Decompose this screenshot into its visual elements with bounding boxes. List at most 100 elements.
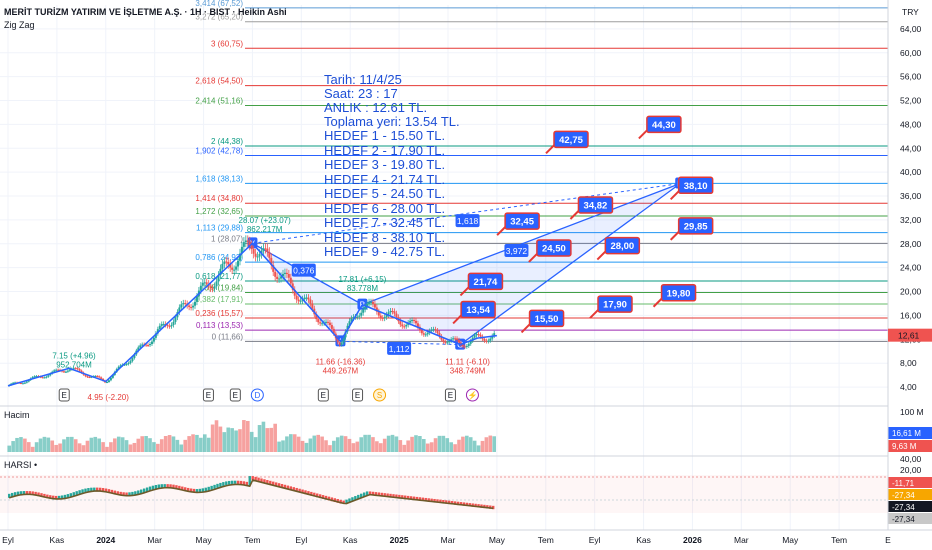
volume-bar	[375, 441, 379, 452]
volume-bar	[144, 436, 148, 452]
time-tick-label: Tem	[538, 535, 554, 545]
candle-body	[303, 297, 306, 300]
volume-bar	[328, 445, 332, 452]
candle-body	[424, 334, 427, 336]
candle-body	[399, 321, 402, 325]
candle-body	[194, 301, 196, 306]
volume-bar	[132, 442, 137, 452]
harsi-candle	[468, 503, 471, 507]
info-line: HEDEF 9 - 42.75 TL.	[324, 244, 445, 259]
candle-body	[442, 339, 445, 342]
time-tick-label: Eyl	[2, 535, 14, 545]
candle-body	[147, 345, 150, 347]
harsi-candle	[427, 498, 430, 502]
candle-body	[454, 338, 457, 340]
info-line: HEDEF 8 - 38.10 TL.	[324, 230, 445, 245]
candle-body	[117, 366, 120, 369]
harsi-candle	[216, 483, 219, 488]
harsi-candle	[324, 495, 328, 500]
volume-bar	[433, 438, 438, 452]
candle-body	[88, 376, 91, 378]
candle-body	[131, 358, 134, 362]
harsi-candle	[298, 488, 301, 493]
volume-last-label: 9,63 M	[892, 442, 917, 451]
volume-bar	[418, 436, 422, 452]
harsi-last-badge	[888, 501, 932, 512]
volume-bar	[457, 439, 461, 452]
earnings-marker	[444, 388, 456, 402]
volume-bar	[26, 442, 31, 452]
candle-body	[336, 338, 339, 343]
info-line: HEDEF 6 - 28.00 TL.	[324, 201, 445, 216]
fib-level-label: 1,902 (42,78)	[195, 147, 243, 156]
fib-level-label: 2,414 (51,16)	[195, 97, 243, 106]
target-callout-box	[604, 236, 641, 255]
earnings-marker	[317, 388, 329, 402]
candle-body	[252, 249, 255, 254]
candle-body	[285, 272, 288, 275]
harsi-candle	[13, 492, 17, 496]
harsi-candle	[342, 500, 345, 504]
harsi-candle	[40, 493, 43, 497]
harsi-candle	[251, 476, 254, 480]
volume-bar	[136, 438, 141, 452]
harsi-candle	[69, 493, 73, 498]
candle-body	[377, 311, 380, 316]
pivot-volume-label: 862.217M	[247, 225, 283, 234]
volume-bar	[394, 436, 399, 452]
fib-level-label: 0,382 (17,91)	[195, 295, 243, 304]
candle-body	[27, 380, 30, 382]
harsi-candle	[228, 480, 231, 485]
harsi-candle	[242, 481, 246, 485]
volume-bar	[70, 436, 74, 452]
candle-body	[129, 361, 132, 364]
pivot-label: 11.11 (-6.10)	[445, 357, 490, 366]
harsi-candle	[336, 499, 339, 503]
candle-body	[440, 336, 443, 340]
fib-level-label: 2,618 (54,50)	[195, 77, 243, 86]
candle-body	[414, 320, 417, 324]
volume-bar	[324, 440, 328, 452]
ratio-tag-box	[291, 263, 316, 277]
volume-bar	[480, 440, 485, 452]
harsi-candle	[269, 480, 272, 485]
harsi-candle	[57, 495, 61, 499]
candle-body	[80, 370, 83, 373]
candle-body	[491, 335, 494, 339]
time-tick-label: May	[782, 535, 799, 545]
pivot-label: 4.95 (-2.20)	[88, 393, 130, 402]
candle-body	[64, 371, 67, 373]
target-callout-text: 38,10	[684, 181, 708, 192]
volume-bar	[367, 434, 371, 452]
harsi-candle	[31, 491, 34, 495]
harsi-last-label: -27,34	[892, 515, 915, 524]
volume-last-label: 16,61 M	[892, 429, 921, 438]
harsi-candle	[327, 496, 331, 501]
volume-bar	[54, 444, 58, 452]
candle-body	[248, 241, 251, 246]
indicator-label: Zig Zag	[4, 20, 35, 30]
candle-body	[463, 346, 466, 348]
harsi-candle	[239, 480, 243, 485]
harsi-candle	[225, 481, 228, 486]
candle-body	[166, 324, 169, 326]
candle-body	[74, 368, 77, 370]
target-callout-text: 28,00	[610, 241, 634, 252]
candle-body	[383, 317, 386, 319]
harsi-candle	[351, 497, 354, 502]
candle-body	[203, 282, 206, 284]
candle-body	[96, 376, 99, 378]
price-tick-label: 52,00	[900, 96, 922, 106]
candle-body	[411, 319, 414, 321]
harsi-last-badge	[888, 477, 932, 488]
harsi-candle	[110, 489, 114, 494]
candle-body	[432, 329, 435, 331]
candle-body	[319, 322, 322, 324]
target-pointer	[589, 309, 599, 319]
event-marker-label: E	[62, 391, 67, 400]
target-callout-text: 42,75	[559, 135, 583, 146]
harsi-candle	[477, 504, 480, 508]
candle-body	[422, 333, 425, 335]
